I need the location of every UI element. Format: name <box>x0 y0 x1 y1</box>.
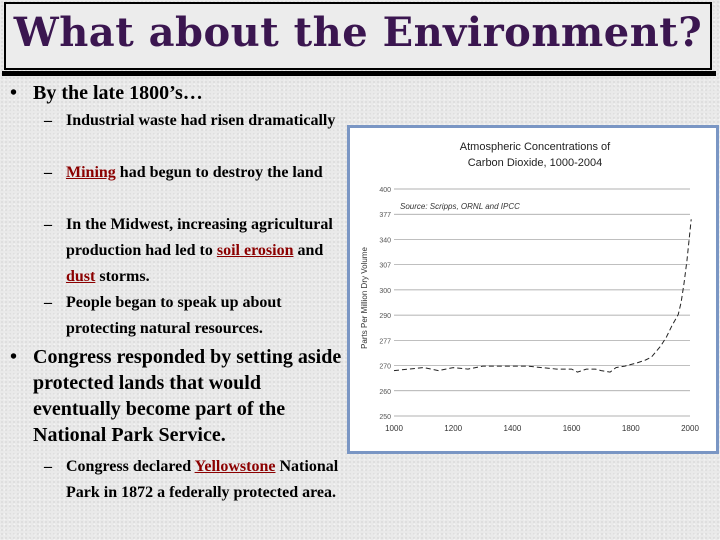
midwest-text: In the Midwest, increasing agricultural … <box>66 216 333 259</box>
yellowstone-post: National Park in 1872 a federally protec… <box>66 458 339 501</box>
y-tick-label: 377 <box>379 212 391 219</box>
x-tick-label: 1400 <box>504 424 522 433</box>
storms-text: storms. <box>99 268 150 285</box>
x-tick-label: 2000 <box>681 424 699 433</box>
mining-link[interactable]: Mining <box>66 164 116 181</box>
sub-bullet-text: Industrial waste had risen dramatically <box>66 112 336 129</box>
sub-bullet-text: Mining had begun to destroy the land <box>66 160 346 186</box>
yellowstone-pre: Congress declared <box>66 458 192 475</box>
co2-chart: Atmospheric Concentrations of Carbon Dio… <box>347 125 719 454</box>
x-tick-label: 1200 <box>444 424 462 433</box>
y-tick-label: 277 <box>379 338 391 345</box>
chart-y-ticks: 400 377 340 307 300 290 277 270 260 250 <box>379 187 391 421</box>
x-tick-label: 1600 <box>563 424 581 433</box>
y-tick-label: 260 <box>379 389 391 396</box>
bullet-dot: • <box>10 82 18 104</box>
x-tick-label: 1800 <box>622 424 640 433</box>
dash: – <box>44 216 52 233</box>
bullet-text: Congress responded by setting aside prot… <box>33 346 342 446</box>
chart-subtitle: Carbon Dioxide, 1000-2004 <box>468 157 603 169</box>
chart-title: Atmospheric Concentrations of <box>460 141 611 153</box>
dash: – <box>44 458 52 475</box>
dust-link[interactable]: dust <box>66 268 96 285</box>
chart-grid <box>394 188 690 417</box>
dash: – <box>44 164 52 181</box>
chart-x-ticks: 1000 1200 1400 1600 1800 2000 <box>385 424 699 433</box>
y-tick-label: 307 <box>379 263 391 270</box>
slide-title: What about the Environment? <box>13 9 703 56</box>
sub-bullet-text: People began to speak up about protectin… <box>66 294 282 337</box>
x-tick-label: 1000 <box>385 424 403 433</box>
y-tick-label: 270 <box>379 364 391 371</box>
y-tick-label: 250 <box>379 414 391 421</box>
mining-rest: had begun to destroy the land <box>119 164 323 181</box>
sub-bullet-text: In the Midwest, increasing agricultural … <box>66 212 346 290</box>
chart-source: Source: Scripps, ORNL and IPCC <box>400 202 520 211</box>
title-box: What about the Environment? <box>2 2 716 76</box>
co2-series-line <box>393 219 692 373</box>
bullet-text: By the late 1800’s… <box>33 82 203 104</box>
soil-erosion-link[interactable]: soil erosion <box>216 242 294 259</box>
chart-ylabel: Parts Per Million Dry Volume <box>360 247 369 349</box>
bullet-dot: • <box>10 346 18 368</box>
dash: – <box>44 294 52 311</box>
y-tick-label: 300 <box>379 288 391 295</box>
dash: – <box>44 112 52 129</box>
y-tick-label: 290 <box>379 313 391 320</box>
sub-bullet-text: Congress declared Yellowstone National P… <box>66 454 346 506</box>
and-text: and <box>297 242 324 259</box>
y-tick-label: 340 <box>379 237 391 244</box>
y-tick-label: 400 <box>379 187 391 194</box>
chart-svg: Atmospheric Concentrations of Carbon Dio… <box>360 141 699 433</box>
yellowstone-link[interactable]: Yellowstone <box>194 458 276 475</box>
